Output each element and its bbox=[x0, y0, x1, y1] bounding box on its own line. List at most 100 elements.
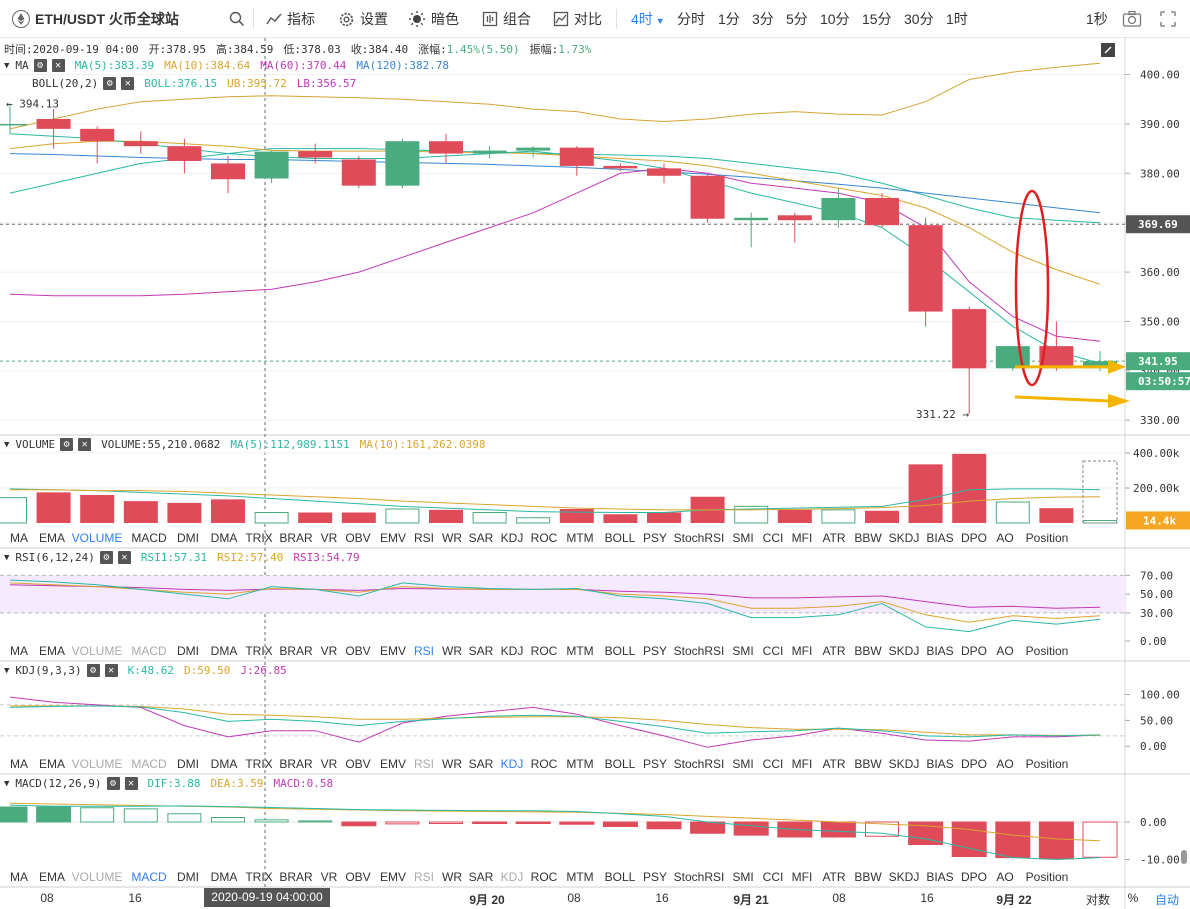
indicator-tab-skdj[interactable]: SKDJ bbox=[888, 531, 920, 545]
indicator-tab-ma[interactable]: MA bbox=[10, 531, 28, 545]
macd-bar[interactable] bbox=[733, 821, 769, 836]
indicator-tab-bbw[interactable]: BBW bbox=[854, 644, 882, 658]
volume-bar[interactable] bbox=[647, 512, 681, 524]
indicator-tab-cci[interactable]: CCI bbox=[762, 870, 784, 884]
indicator-tab-ma[interactable]: MA bbox=[10, 757, 28, 771]
indicator-tab-rsi[interactable]: RSI bbox=[413, 531, 435, 545]
indicator-tab-atr[interactable]: ATR bbox=[822, 870, 846, 884]
volume-bar[interactable] bbox=[865, 510, 899, 523]
indicator-tab-sar[interactable]: SAR bbox=[468, 757, 494, 771]
indicator-tab-kdj[interactable]: KDJ bbox=[500, 644, 524, 658]
macd-bar[interactable] bbox=[298, 820, 333, 823]
indicator-tab-dmi[interactable]: DMI bbox=[177, 531, 199, 545]
macd-bar[interactable] bbox=[254, 819, 289, 823]
indicator-tab-obv[interactable]: OBV bbox=[345, 531, 371, 545]
volume-bar[interactable] bbox=[0, 497, 27, 524]
indicator-tab-dpo[interactable]: DPO bbox=[960, 531, 988, 545]
scroll-handle[interactable] bbox=[1181, 850, 1187, 864]
indicator-tab-ao[interactable]: AO bbox=[996, 531, 1014, 545]
indicator-tab-atr[interactable]: ATR bbox=[822, 644, 846, 658]
indicator-tab-dpo[interactable]: DPO bbox=[960, 644, 988, 658]
macd-bar[interactable] bbox=[385, 821, 420, 825]
indicator-tab-psy[interactable]: PSY bbox=[642, 531, 668, 545]
candle-body[interactable] bbox=[777, 215, 812, 221]
indicator-tab-smi[interactable]: SMI bbox=[732, 870, 754, 884]
macd-bar[interactable] bbox=[820, 821, 856, 838]
candle-body[interactable] bbox=[821, 198, 856, 221]
indicator-tab-vr[interactable]: VR bbox=[320, 644, 338, 658]
volume-bar[interactable] bbox=[341, 512, 376, 524]
volume-bar[interactable] bbox=[167, 502, 202, 523]
macd-bar[interactable] bbox=[36, 806, 72, 823]
indicator-tab-kdj[interactable]: KDJ bbox=[500, 531, 524, 545]
candle-body[interactable] bbox=[472, 150, 507, 154]
indicator-tab-boll[interactable]: BOLL bbox=[604, 757, 636, 771]
indicator-tab-wr[interactable]: WR bbox=[442, 870, 462, 884]
volume-bar[interactable] bbox=[908, 464, 943, 523]
gear-icon[interactable]: ⚙ bbox=[103, 77, 117, 90]
indicator-tab-psy[interactable]: PSY bbox=[642, 644, 668, 658]
indicator-tab-skdj[interactable]: SKDJ bbox=[888, 870, 920, 884]
macd-bar[interactable] bbox=[211, 817, 245, 823]
close-icon[interactable]: ✕ bbox=[78, 438, 92, 451]
indicator-tab-ma[interactable]: MA bbox=[10, 870, 28, 884]
indicator-tab-atr[interactable]: ATR bbox=[822, 757, 846, 771]
indicator-tab-obv[interactable]: OBV bbox=[345, 644, 371, 658]
candle-body[interactable] bbox=[516, 147, 551, 151]
indicator-tab-roc[interactable]: ROC bbox=[530, 531, 558, 545]
indicator-tab-skdj[interactable]: SKDJ bbox=[888, 644, 920, 658]
close-icon[interactable]: ✕ bbox=[51, 59, 65, 72]
indicator-tab-bbw[interactable]: BBW bbox=[854, 531, 882, 545]
candle-body[interactable] bbox=[123, 141, 158, 147]
settings-button[interactable]: 设置 bbox=[338, 0, 388, 38]
indicator-tab-trix[interactable]: TRIX bbox=[245, 870, 273, 884]
indicator-tab-smi[interactable]: SMI bbox=[732, 644, 754, 658]
indicator-tab-sar[interactable]: SAR bbox=[468, 644, 494, 658]
indicator-tab-dma[interactable]: DMA bbox=[210, 870, 238, 884]
fullscreen-icon[interactable] bbox=[1160, 11, 1176, 27]
volume-bar[interactable] bbox=[1039, 508, 1074, 523]
volume-bar[interactable] bbox=[995, 501, 1030, 524]
timeframe-15m[interactable]: 15分 bbox=[862, 11, 892, 27]
indicator-tab-brar[interactable]: BRAR bbox=[279, 757, 313, 771]
candle-body[interactable] bbox=[690, 175, 725, 219]
volume-bar[interactable] bbox=[36, 492, 71, 523]
indicator-tab-smi[interactable]: SMI bbox=[732, 531, 754, 545]
timeframe-10m[interactable]: 10分 bbox=[820, 11, 850, 27]
volume-bar[interactable] bbox=[123, 501, 158, 523]
indicator-tab-position[interactable]: Position bbox=[1025, 644, 1069, 658]
indicator-tab-ema[interactable]: EMA bbox=[38, 870, 66, 884]
indicator-tab-mtm[interactable]: MTM bbox=[566, 644, 594, 658]
timeframe-1m[interactable]: 1分 bbox=[718, 11, 740, 27]
indicator-tab-dmi[interactable]: DMI bbox=[177, 757, 199, 771]
indicator-tab-emv[interactable]: EMV bbox=[379, 757, 407, 771]
volume-bar[interactable] bbox=[603, 514, 638, 523]
indicator-tab-trix[interactable]: TRIX bbox=[245, 531, 273, 545]
volume-bar[interactable] bbox=[734, 505, 769, 524]
indicator-tab-wr[interactable]: WR bbox=[442, 531, 462, 545]
indicator-tab-volume[interactable]: VOLUME bbox=[71, 870, 123, 884]
indicator-tab-wr[interactable]: WR bbox=[442, 644, 462, 658]
macd-bar[interactable] bbox=[1038, 821, 1074, 860]
volume-bar[interactable] bbox=[777, 509, 812, 523]
indicator-tab-dmi[interactable]: DMI bbox=[177, 644, 199, 658]
indicator-tab-vr[interactable]: VR bbox=[320, 531, 338, 545]
macd-bar[interactable] bbox=[995, 821, 1031, 859]
indicator-tab-ema[interactable]: EMA bbox=[38, 531, 66, 545]
indicator-tab-position[interactable]: Position bbox=[1025, 531, 1069, 545]
collapse-icon[interactable]: ▼ bbox=[4, 439, 10, 450]
candle-body[interactable] bbox=[1039, 346, 1074, 369]
chart-canvas[interactable]: 400.00390.00380.00370.00360.00350.00340.… bbox=[0, 38, 1190, 909]
volume-bar[interactable] bbox=[298, 512, 333, 524]
candle-body[interactable] bbox=[995, 346, 1030, 369]
candle-body[interactable] bbox=[1083, 361, 1117, 369]
symbol-selector[interactable]: ETH/USDT 火币全球站 bbox=[12, 0, 179, 38]
indicator-tab-macd[interactable]: MACD bbox=[131, 531, 167, 545]
indicator-tab-bbw[interactable]: BBW bbox=[854, 757, 882, 771]
indicator-tab-ema[interactable]: EMA bbox=[38, 644, 66, 658]
indicator-tab-rsi[interactable]: RSI bbox=[413, 644, 435, 658]
indicator-tab-trix[interactable]: TRIX bbox=[245, 757, 273, 771]
candle-body[interactable] bbox=[0, 123, 27, 126]
indicator-tab-cci[interactable]: CCI bbox=[762, 644, 784, 658]
candle-body[interactable] bbox=[865, 198, 899, 226]
